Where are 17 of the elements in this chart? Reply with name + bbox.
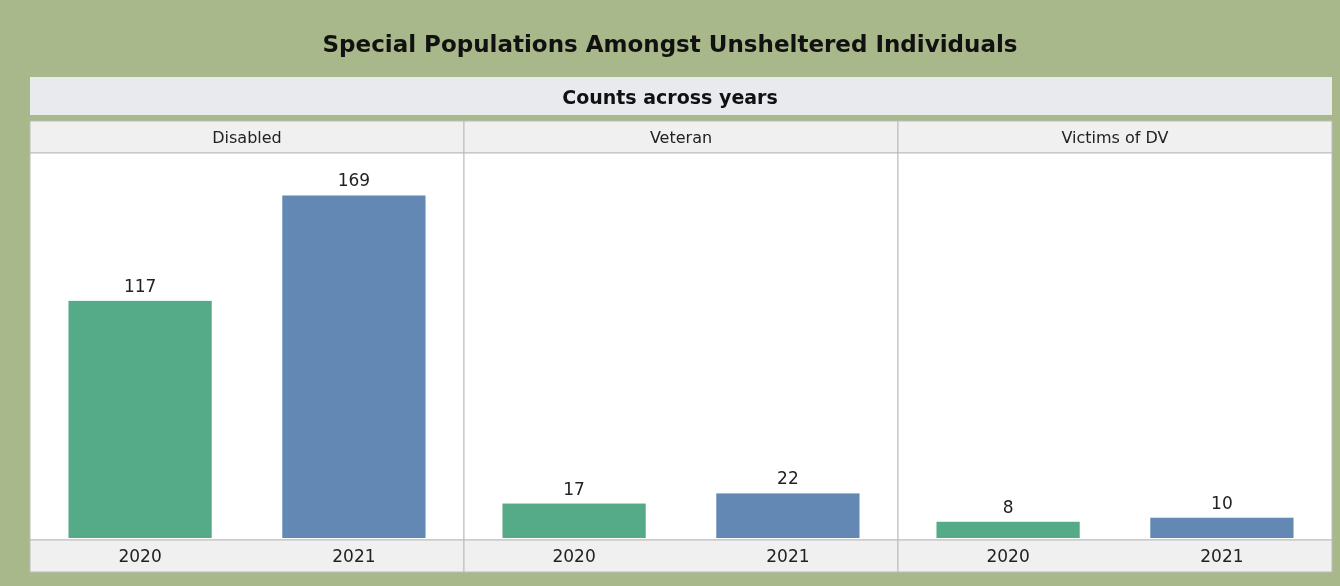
data-label: 169 — [337, 170, 371, 191]
data-label: 22 — [777, 468, 799, 489]
x-tick-label: 2020 — [986, 546, 1030, 566]
x-tick-label: 2021 — [766, 546, 810, 566]
chart-title: Victims of DV — [1061, 128, 1169, 147]
text: Special Populations Amongst Unsheltered Individuals — [322, 31, 1018, 57]
chart-title: Disabled — [212, 128, 282, 147]
text: Counts across years — [562, 86, 778, 108]
x-tick-label: 2021 — [1200, 546, 1244, 566]
data-label: 17 — [563, 478, 585, 499]
x-tick-label: 2020 — [118, 546, 162, 566]
chart-title: Veteran — [649, 128, 713, 147]
x-tick-label: 2020 — [552, 546, 596, 566]
data-label: 10 — [1211, 492, 1233, 513]
data-label: 8 — [1002, 496, 1014, 517]
x-tick-label: 2021 — [332, 546, 376, 566]
data-label: 117 — [123, 275, 157, 296]
